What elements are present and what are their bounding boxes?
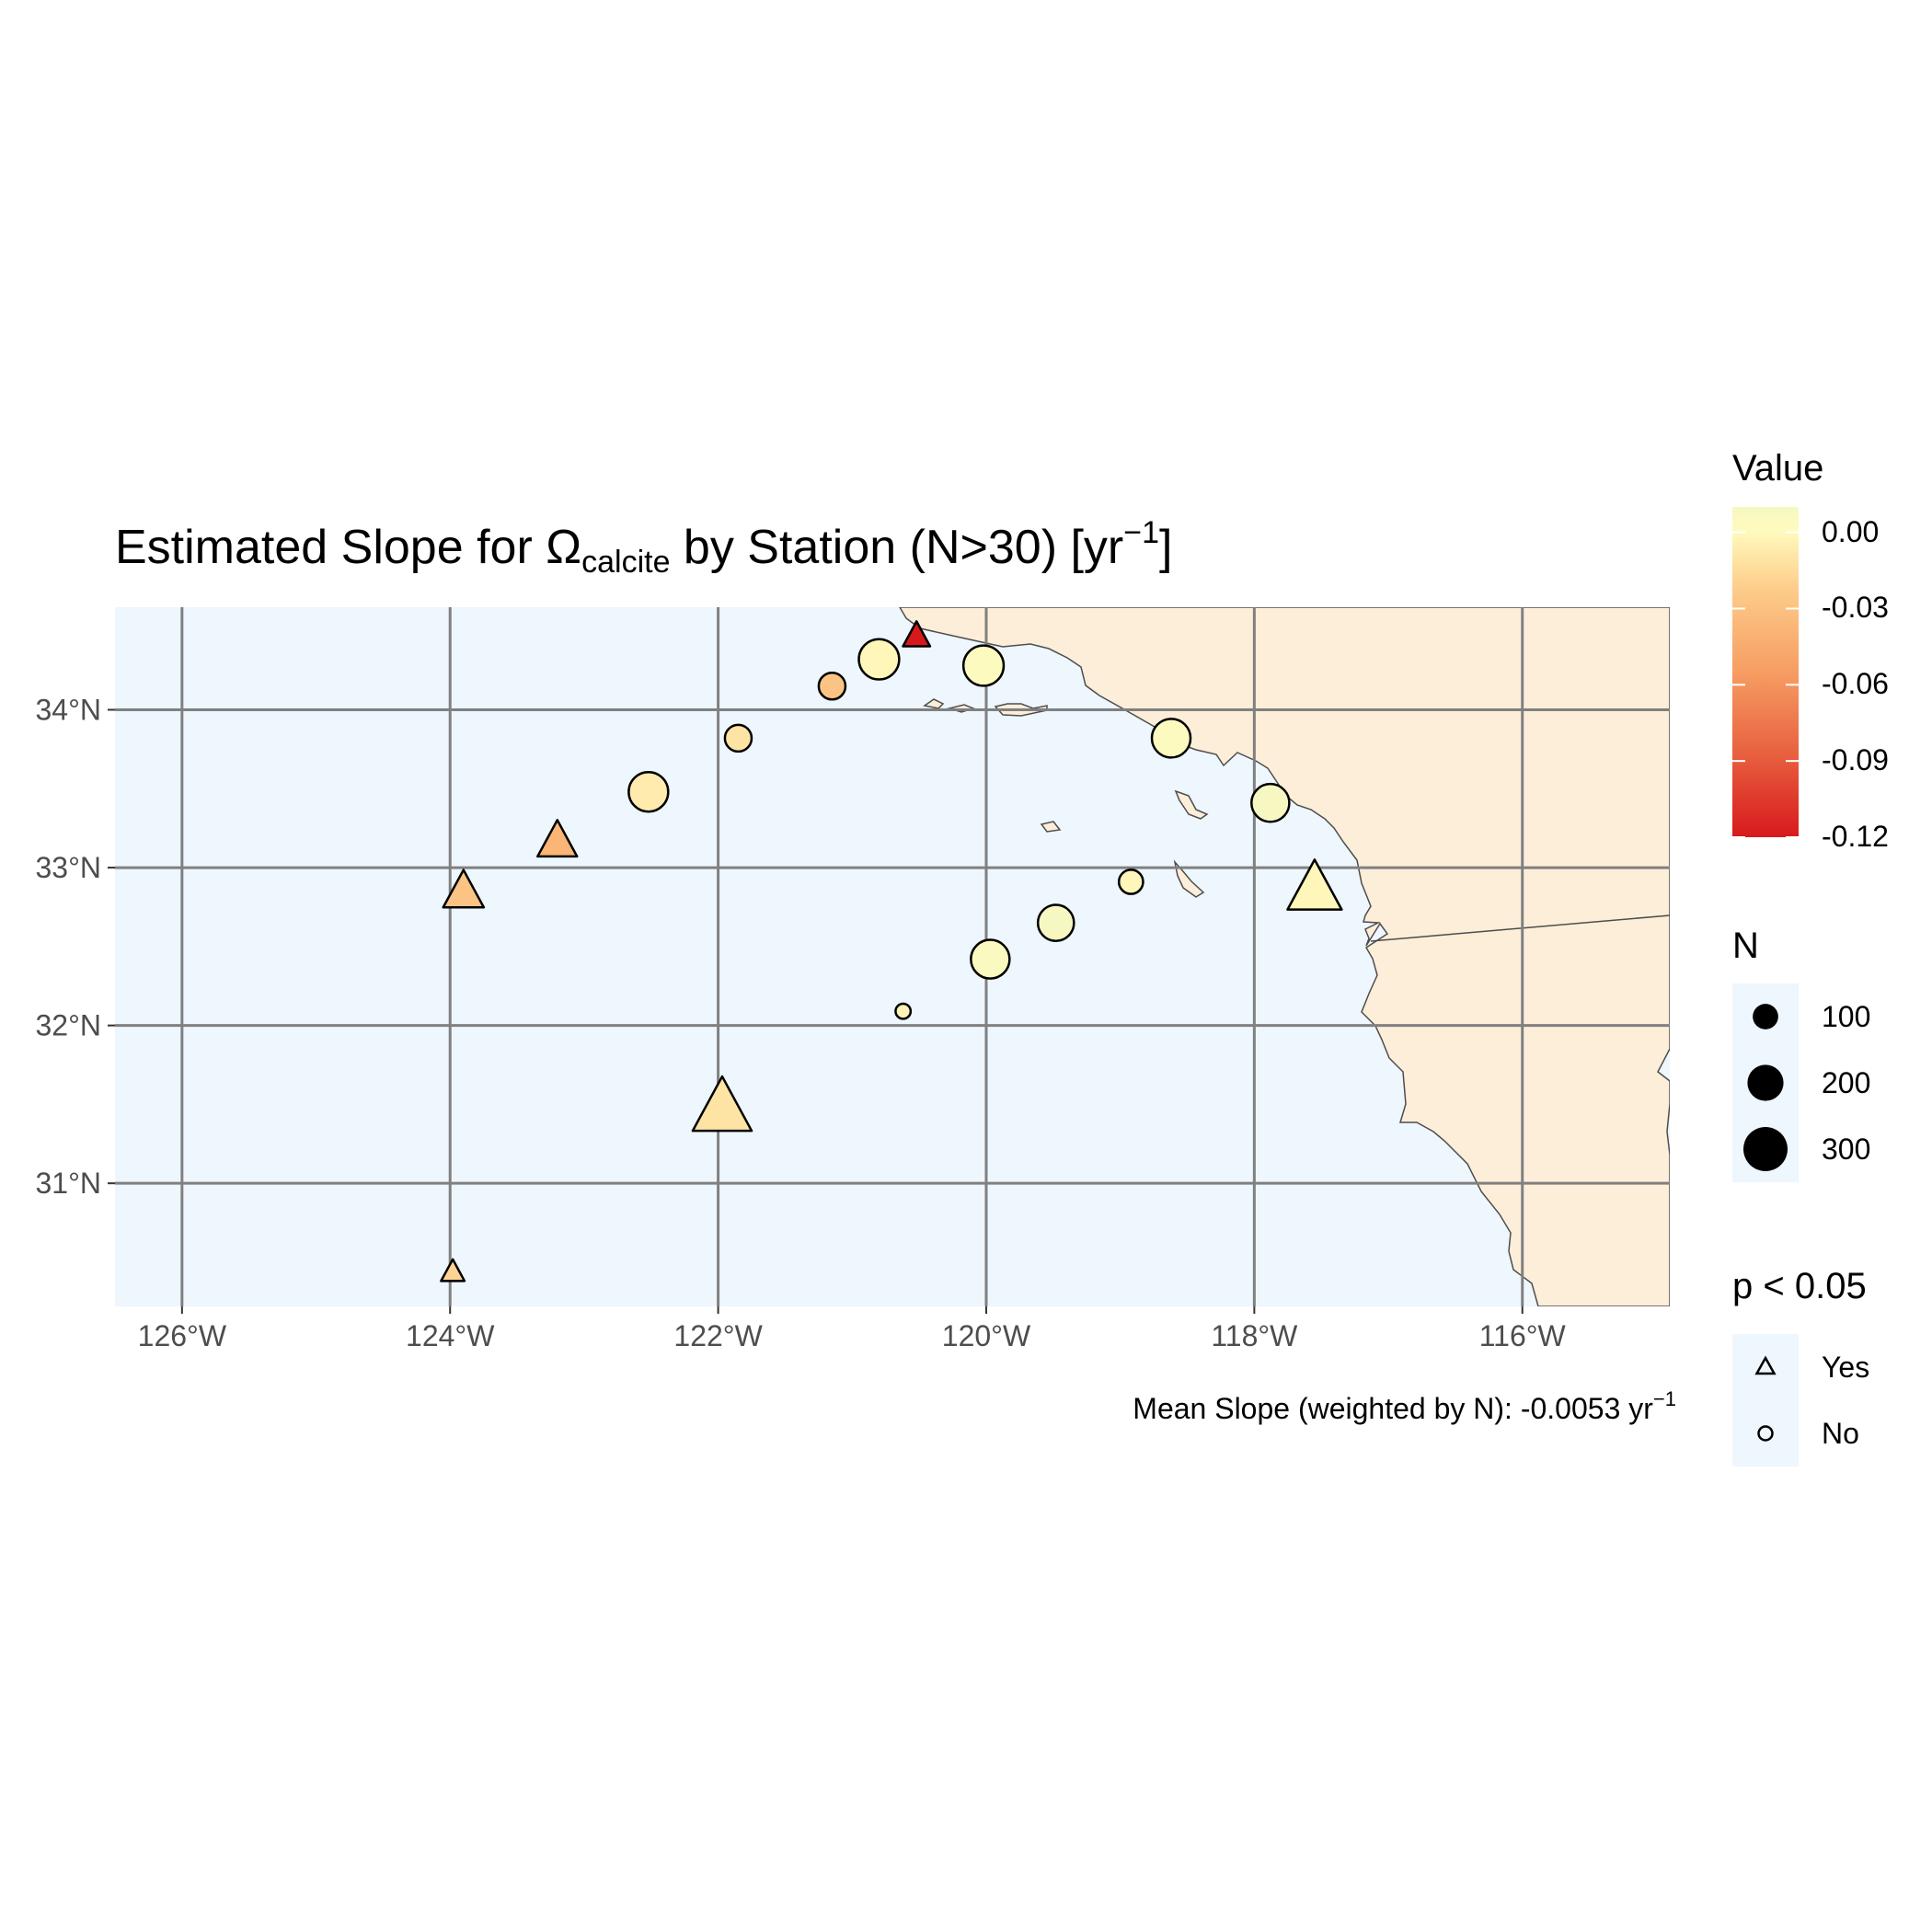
legend-circle-icon (1757, 1425, 1774, 1442)
colorbar-label: -0.06 (1822, 667, 1889, 701)
station-circle (857, 638, 901, 681)
shape-legend-title: p < 0.05 (1732, 1266, 1867, 1306)
station-circle (894, 1002, 913, 1020)
caption-text: Mean Slope (weighted by N): -0.0053 yr (1133, 1392, 1653, 1425)
shape-label-no: No (1822, 1417, 1859, 1450)
size-label-200: 200 (1822, 1066, 1871, 1099)
station-circle (627, 771, 670, 813)
size-legend-dot (1753, 1004, 1778, 1029)
colorbar (1732, 507, 1799, 837)
colorbar-label: -0.09 (1822, 743, 1889, 777)
title-middle: by Station (N>30) [yr (670, 521, 1124, 574)
mean-slope-caption: Mean Slope (weighted by N): -0.0053 yr−1 (1133, 1387, 1676, 1426)
axes: 126°W 124°W 122°W 120°W 118°W 116°W 31°N 32°N 33… (36, 694, 1567, 1352)
shape-label-yes: Yes (1822, 1351, 1870, 1384)
x-tick-label: 124°W (406, 1319, 495, 1352)
colorbar-ticks (1732, 531, 1799, 838)
island (1173, 859, 1205, 898)
island (923, 698, 945, 709)
size-label-100: 100 (1822, 1000, 1871, 1033)
y-tick-label: 32°N (36, 1009, 102, 1042)
us-mexico-border (1370, 914, 1670, 942)
size-legend-symbols (1743, 1004, 1788, 1171)
colorbar-label: 0.00 (1822, 514, 1880, 548)
size-legend-dot (1743, 1127, 1788, 1171)
chart-title: Estimated Slope for Ωcalcite by Station … (115, 515, 1172, 581)
island (1040, 821, 1062, 833)
colorbar-label: -0.03 (1822, 591, 1889, 625)
y-tick-label: 31°N (36, 1167, 102, 1200)
station-triangle (1286, 858, 1343, 911)
title-superscript: −1 (1123, 515, 1160, 550)
island (1174, 789, 1209, 820)
station-triangle (442, 868, 486, 909)
value-legend-title: Value (1732, 448, 1824, 489)
station-points (440, 620, 1343, 1282)
title-subscript: calcite (581, 545, 671, 580)
station-circle (1117, 868, 1144, 895)
station-triangle (691, 1075, 753, 1133)
station-circle (970, 938, 1011, 980)
title-prefix: Estimated Slope for Ω (115, 521, 582, 574)
station-triangle (536, 819, 579, 858)
station-circle (817, 671, 847, 701)
mainland (899, 607, 1670, 1306)
x-tick-label: 122°W (673, 1319, 763, 1352)
station-circle (1150, 718, 1192, 759)
size-legend-dot (1747, 1064, 1784, 1101)
legend-triangle-icon (1754, 1355, 1777, 1375)
station-triangle (440, 1258, 466, 1282)
title-suffix: ] (1159, 521, 1173, 574)
x-tick-label: 126°W (138, 1319, 227, 1352)
x-tick-label: 116°W (1479, 1319, 1567, 1352)
colorbar-label: -0.12 (1822, 820, 1889, 853)
x-tick-label: 120°W (942, 1319, 1031, 1352)
y-tick-label: 33°N (36, 851, 102, 884)
station-circle (723, 723, 753, 753)
y-tick-label: 34°N (36, 694, 102, 727)
size-label-300: 300 (1822, 1133, 1871, 1166)
shape-legend-keys (1732, 1334, 1799, 1466)
station-circle (1250, 782, 1291, 823)
x-tick-label: 118°W (1211, 1319, 1298, 1352)
station-circle (1036, 903, 1075, 942)
station-triangle (902, 620, 932, 648)
station-circle (961, 644, 1006, 687)
caption-superscript: −1 (1652, 1387, 1676, 1410)
size-legend-title: N (1732, 926, 1759, 966)
